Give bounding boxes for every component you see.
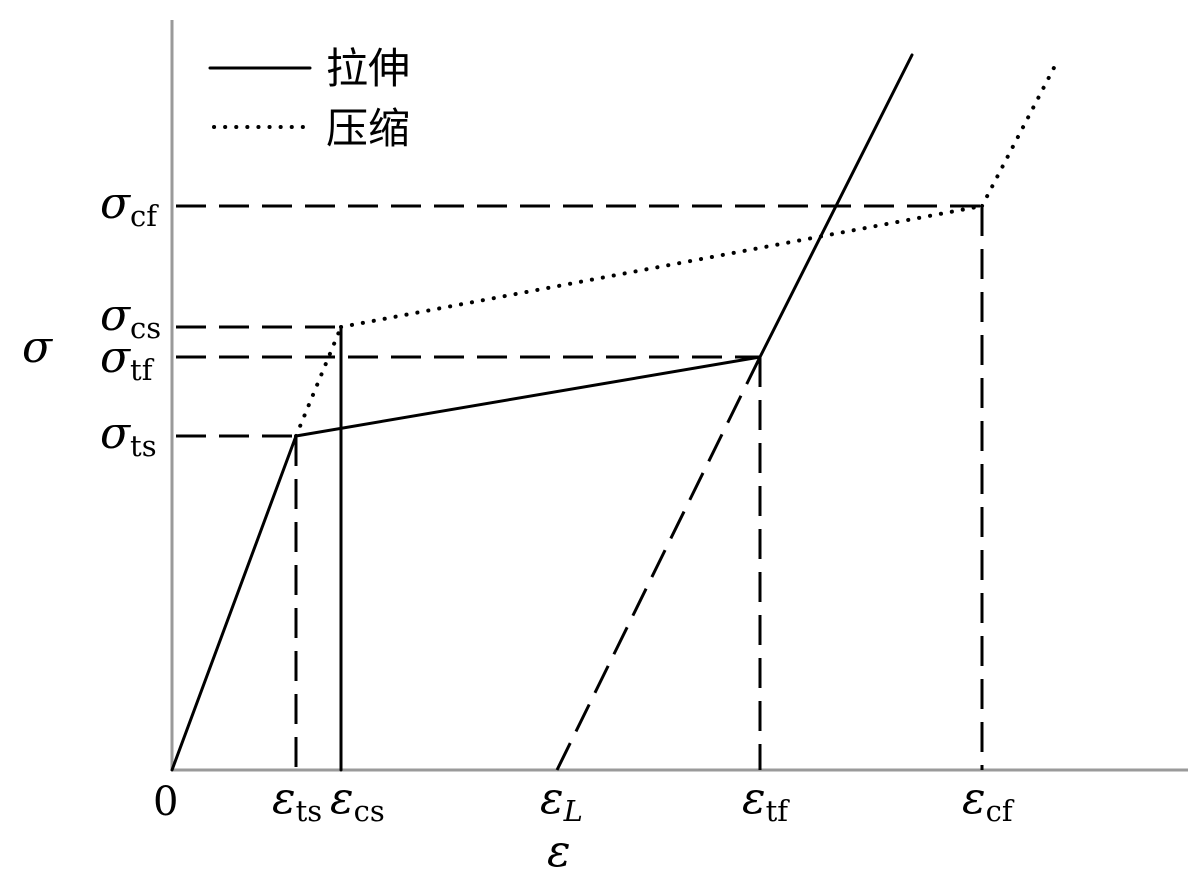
legend: 拉伸 压缩 (208, 44, 410, 153)
tension-post-segment (758, 53, 914, 359)
y-axis-symbol: σ (22, 322, 54, 373)
x-tick-eps-cf: εcf (962, 773, 1015, 828)
tension-elastic-segment (170, 434, 298, 772)
y-tick-sigma-ts: σts (100, 408, 157, 463)
y-tick-labels: σcf σcs σtf σts (100, 178, 161, 463)
compression-elastic-segment (294, 325, 343, 438)
compression-curve (294, 58, 1060, 438)
compression-hardening-segment (339, 204, 984, 329)
tension-curve (170, 53, 914, 772)
x-tick-eps-cs: εcs (330, 773, 385, 828)
x-tick-eps-ts: εts (272, 773, 322, 828)
unloading-line (555, 356, 762, 771)
y-tick-sigma-cs: σcs (100, 290, 161, 345)
tension-hardening-segment (294, 355, 762, 438)
reference-lines (176, 204, 984, 771)
legend-compression-label: 压缩 (326, 104, 410, 153)
x-axis-symbol: ε (547, 826, 571, 877)
y-tick-sigma-tf: σtf (100, 332, 155, 387)
legend-tension-label: 拉伸 (326, 44, 410, 93)
y-tick-sigma-cf: σcf (100, 178, 159, 233)
x-tick-eps-L: εL (540, 773, 583, 828)
origin-label: 0 (153, 779, 178, 825)
compression-post-segment (980, 58, 1060, 208)
x-tick-eps-tf: εtf (742, 773, 790, 828)
x-tick-labels: εts εcs εL εtf εcf (272, 773, 1015, 828)
